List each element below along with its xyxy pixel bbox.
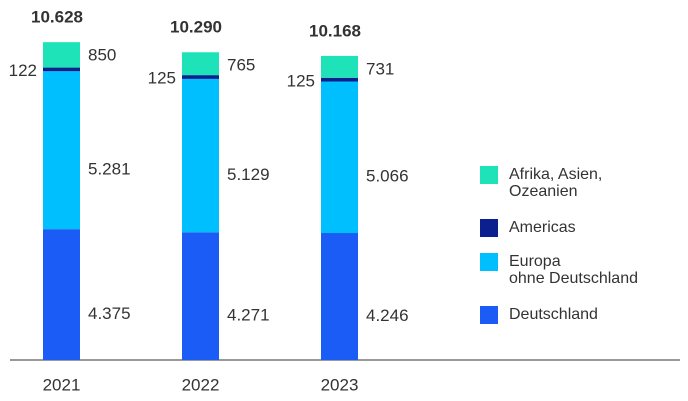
- x-tick-label: 2021: [43, 375, 81, 394]
- data-label: 5.129: [227, 165, 270, 184]
- bar-segment: [43, 71, 80, 230]
- legend-label: Afrika, Asien, Ozeanien: [509, 166, 603, 200]
- bar-segment: [43, 42, 80, 68]
- bar-segment: [321, 55, 358, 78]
- total-label: 10.168: [309, 21, 361, 40]
- data-label: 5.066: [366, 167, 409, 186]
- bar-segment: [182, 78, 219, 233]
- bar-segment: [43, 67, 80, 72]
- bar-segment: [321, 77, 358, 82]
- bar-segment: [182, 75, 219, 79]
- bar-segment: [182, 52, 219, 76]
- data-label: 4.246: [366, 306, 409, 325]
- legend-swatch: [480, 253, 498, 271]
- legend-label: Deutschland: [509, 306, 598, 323]
- data-label: 5.281: [88, 160, 131, 179]
- x-tick-label: 2023: [321, 375, 359, 394]
- data-label: 125: [148, 69, 176, 88]
- legend-swatch: [480, 166, 498, 184]
- data-label: 850: [88, 46, 116, 65]
- total-label: 10.628: [31, 8, 83, 27]
- bar-segment: [321, 233, 358, 360]
- bar-segment: [182, 232, 219, 360]
- legend-swatch: [480, 306, 498, 324]
- data-label: 4.271: [227, 306, 270, 325]
- bar-segment: [321, 81, 358, 234]
- legend-label: Americas: [509, 219, 576, 236]
- data-label: 731: [366, 59, 394, 78]
- bar-segment: [43, 229, 80, 360]
- data-label: 125: [287, 71, 315, 90]
- legend-swatch: [480, 219, 498, 237]
- data-label: 122: [9, 61, 37, 80]
- total-label: 10.290: [170, 18, 222, 37]
- data-label: 765: [227, 56, 255, 75]
- data-label: 4.375: [88, 304, 131, 323]
- legend-label: Europa ohne Deutschland: [509, 253, 638, 287]
- x-tick-label: 2022: [182, 375, 220, 394]
